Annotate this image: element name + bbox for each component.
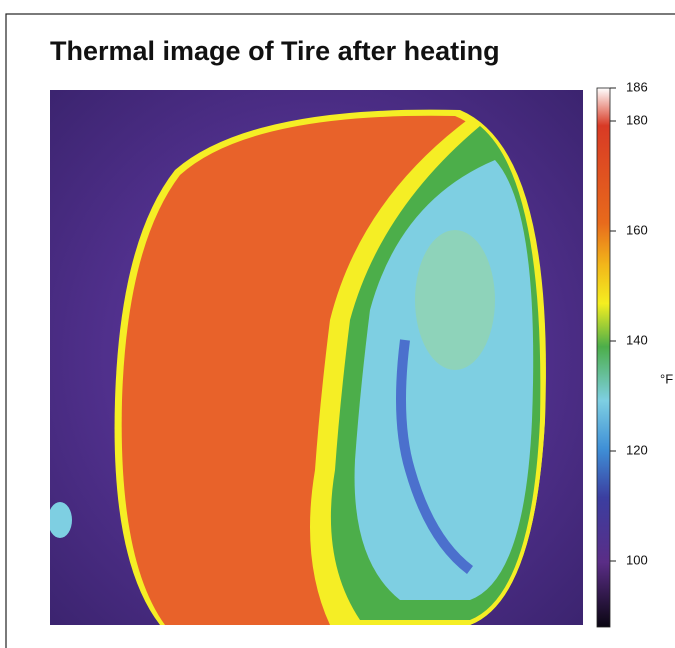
tick-label: 100	[626, 552, 648, 567]
colorbar	[597, 88, 610, 627]
figure: Thermal image of Tire after heating °F 1…	[0, 0, 675, 648]
tick-label: 160	[626, 222, 648, 237]
tick-label: 180	[626, 112, 648, 127]
tick-label: 120	[626, 442, 648, 457]
thermal-image	[48, 90, 583, 625]
colorbar-ticks: 186 180 160 140 120 100	[610, 79, 648, 567]
colorbar-unit: °F	[660, 371, 673, 386]
tick-label: 140	[626, 332, 648, 347]
page: Thermal image of Tire after heating °F 1…	[0, 0, 675, 648]
title: Thermal image of Tire after heating	[50, 36, 500, 66]
tick-label: 186	[626, 79, 648, 94]
